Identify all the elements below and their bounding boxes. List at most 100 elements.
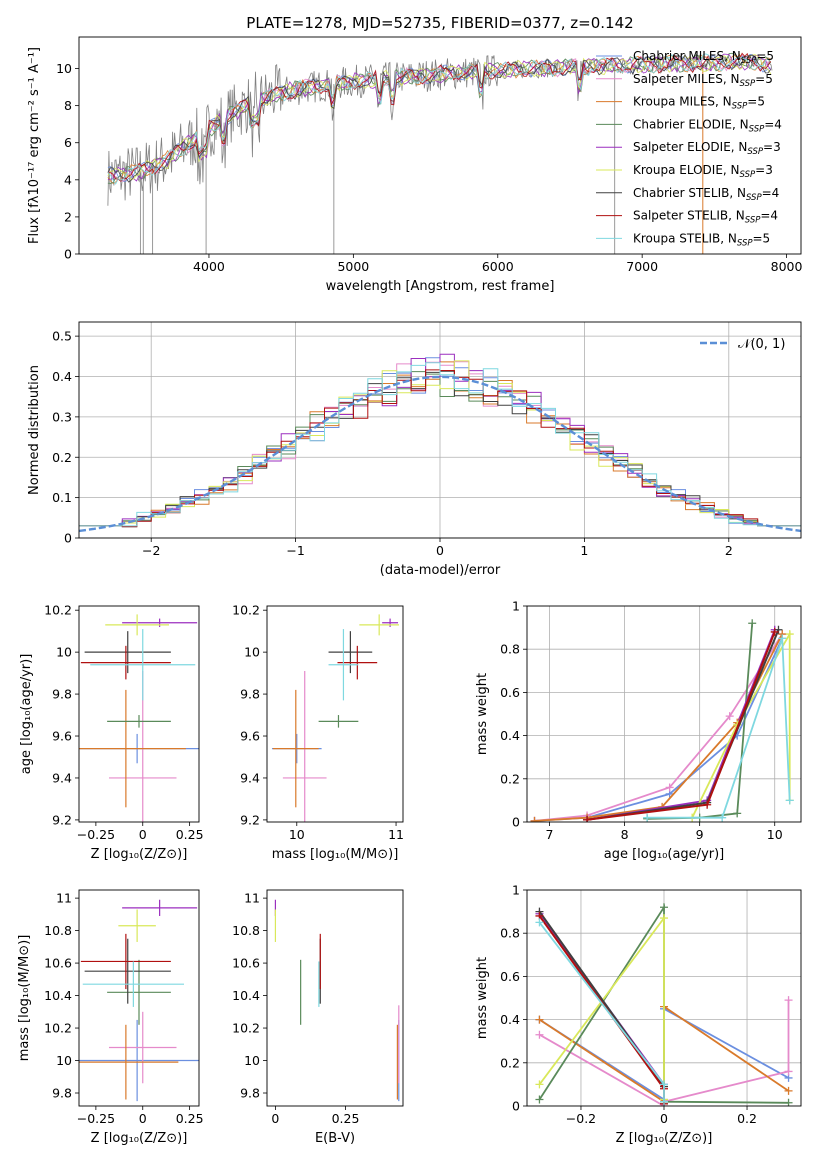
- legend-label-sub: SSP: [740, 170, 756, 180]
- x-tick-label: 0.25: [176, 1111, 204, 1126]
- plot-area: [107, 52, 773, 254]
- x-tick-label: 5000: [337, 259, 369, 274]
- series-marker: [535, 1080, 544, 1089]
- series-line: [647, 638, 791, 819]
- y-tick-label: 0.4: [52, 369, 72, 384]
- legend-label: Kroupa MILES, NSSP=5: [633, 95, 765, 112]
- axes-frame: [266, 605, 404, 823]
- panel-residuals: −2 −1 0 1 2 0 0.1 0.2 0.3 0.4 0.5 (data-model)/erro…: [27, 321, 802, 578]
- axes-frame: [78, 321, 802, 539]
- legend-label-sub: SSP: [741, 56, 757, 66]
- legend-label: Salpeter STELIB, NSSP=4: [633, 209, 778, 226]
- series-marker: [703, 800, 712, 809]
- histogram-step: [79, 362, 801, 527]
- legend-label: Salpeter MILES, NSSP=5: [633, 72, 773, 89]
- legend-label-suffix: =4: [764, 117, 782, 131]
- x-tick-label: −1: [286, 543, 304, 558]
- series-marker: [660, 1097, 668, 1106]
- series-marker: [785, 796, 794, 805]
- legend-label-main: Chabrier ELODIE, N: [633, 117, 749, 131]
- axes-frame: [78, 605, 200, 823]
- y-tick-label: 10.2: [232, 1021, 260, 1036]
- x-tick-label: 0: [139, 827, 147, 842]
- y-tick-label: 0.2: [500, 1055, 520, 1070]
- legend-label-suffix: =5: [755, 72, 773, 86]
- model-line: [107, 54, 772, 183]
- x-tick-label: 9: [696, 827, 704, 842]
- panel-age-vs-mass: 10 11 9.2 9.4 9.6 9.8 10 10.2 mass [log₁₀(M/M⊙)]: [232, 603, 404, 862]
- legend-label-sub: SSP: [747, 147, 763, 157]
- x-axis-label: age [log₁₀(age/yr)]: [604, 847, 725, 862]
- legend-label-sub: SSP: [737, 238, 753, 248]
- axes-frame: [266, 889, 404, 1107]
- plot-area: [79, 322, 801, 538]
- y-tick-label: 10.2: [44, 603, 72, 618]
- legend-label-main: Kroupa MILES, N: [633, 95, 732, 109]
- plot-area: [527, 890, 801, 1106]
- legend-label: Chabrier MILES, NSSP=5: [633, 49, 774, 66]
- panel-spectrum: 4000 5000 6000 7000 8000 0 2 4 6 8 10 wavelength [A…: [27, 36, 803, 294]
- x-tick-label: 0: [436, 543, 444, 558]
- x-tick-label: 0: [139, 1111, 147, 1126]
- x-axis-label: wavelength [Angstrom, rest frame]: [326, 279, 555, 294]
- y-tick-label: 0: [64, 531, 72, 546]
- series-marker: [535, 1015, 544, 1024]
- legend-label-main: Chabrier STELIB, N: [633, 186, 746, 200]
- series-marker: [785, 630, 794, 639]
- legend-label: 𝒩(0, 1): [738, 337, 785, 352]
- y-tick-label: 0: [512, 1099, 520, 1114]
- y-tick-label: 11: [244, 891, 260, 906]
- y-tick-label: 8: [64, 98, 72, 113]
- model-line: [107, 53, 771, 185]
- legend-label-main: Kroupa STELIB, N: [633, 231, 737, 245]
- x-tick-label: 10: [767, 827, 783, 842]
- panel-mass-vs-Z: −0.25 0 0.25 9.8 10 10.2 10.4 10.6 10.8 11 Z [log₁…: [17, 889, 204, 1146]
- y-tick-label: 9.2: [240, 812, 260, 827]
- model-line: [107, 52, 772, 182]
- series-marker: [733, 809, 742, 818]
- panel-age-vs-Z: −0.25 0 0.25 9.2 9.4 9.6 9.8 10 10.2 Z [log₁₀(Z/Z…: [19, 603, 204, 862]
- x-tick-label: 8000: [771, 259, 803, 274]
- series-marker: [784, 1067, 793, 1076]
- y-tick-label: 10: [56, 645, 72, 660]
- series-marker: [784, 996, 793, 1005]
- legend-label-suffix: =5: [753, 231, 771, 245]
- legend-label: Salpeter ELODIE, NSSP=3: [633, 140, 781, 157]
- y-tick-label: 0.6: [500, 969, 520, 984]
- legend-label-suffix: =5: [756, 49, 774, 63]
- legend-label-suffix: =4: [762, 186, 780, 200]
- x-tick-label: 0: [271, 1111, 279, 1126]
- y-axis-label: mass weight: [475, 673, 490, 755]
- x-tick-label: 4000: [193, 259, 225, 274]
- plot-area: [527, 606, 801, 822]
- legend-label-sub: SSP: [740, 79, 756, 89]
- axes-frame: [526, 889, 802, 1107]
- y-axis-label: Normed distribution: [27, 365, 42, 495]
- legend-label-suffix: =3: [755, 163, 773, 177]
- series-marker: [660, 914, 668, 923]
- legend-label-main: Salpeter STELIB, N: [633, 209, 745, 223]
- series-marker: [784, 1098, 793, 1106]
- y-tick-label: 10.8: [44, 923, 72, 938]
- series-marker: [643, 813, 652, 822]
- y-tick-label: 9.4: [52, 770, 72, 785]
- x-tick-label: −0.2: [566, 1111, 596, 1126]
- series-marker: [535, 918, 544, 927]
- legend-label-suffix: =5: [747, 95, 765, 109]
- y-axis-label: mass [log₁₀(M/M⊙)]: [17, 935, 32, 1062]
- series-marker: [778, 634, 787, 643]
- series-marker: [718, 813, 727, 822]
- legend-label: Kroupa STELIB, NSSP=5: [633, 231, 770, 248]
- series-marker: [748, 619, 757, 628]
- x-tick-label: −2: [142, 543, 160, 558]
- normal-curve: [79, 375, 801, 533]
- series-marker: [535, 1095, 544, 1104]
- x-axis-label: mass [log₁₀(M/M⊙)]: [272, 847, 399, 862]
- axes-frame: [78, 889, 200, 1107]
- y-tick-label: 10: [56, 1053, 72, 1068]
- y-tick-label: 0.6: [500, 685, 520, 700]
- legend-label-suffix: =3: [763, 140, 781, 154]
- legend-label-main: Kroupa ELODIE, N: [633, 163, 740, 177]
- series-marker: [583, 815, 592, 822]
